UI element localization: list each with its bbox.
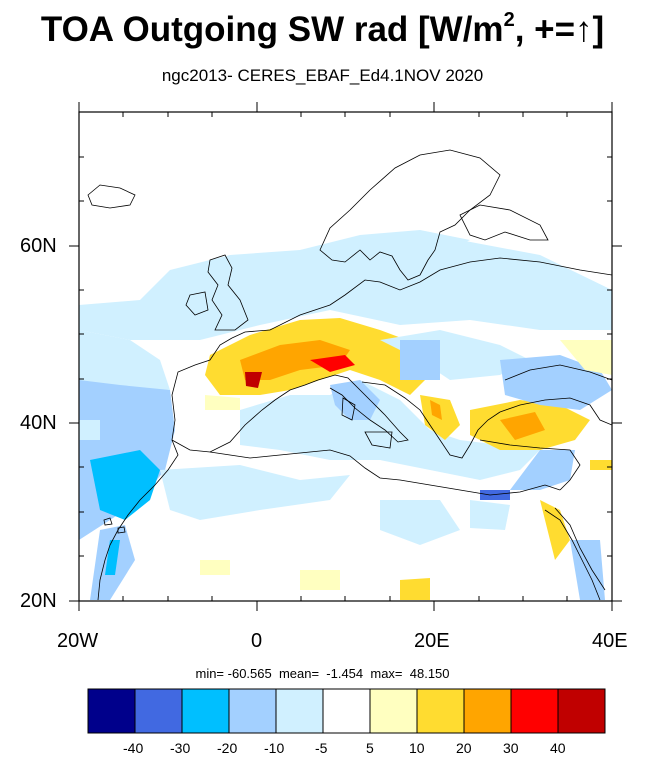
colorbar-swatch <box>181 688 230 734</box>
colorbar-swatch <box>134 688 183 734</box>
colorbar-tick-label: 40 <box>550 740 566 756</box>
coastlines <box>87 149 612 601</box>
colorbar <box>87 688 606 734</box>
colorbar-swatch <box>322 688 371 734</box>
stats-line: min= -60.565 mean= -1.454 max= 48.150 <box>195 666 450 681</box>
colorbar-tick-label: -10 <box>264 740 285 756</box>
colorbar-tick-label: -40 <box>123 740 144 756</box>
colorbar-swatch <box>463 688 512 734</box>
axis-ticks <box>69 102 622 611</box>
colorbar-swatch <box>557 688 606 734</box>
colorbar-tick-label: -30 <box>170 740 191 756</box>
colorbar-tick-label: -5 <box>315 740 328 756</box>
lat-label-40n: 40N <box>20 412 57 434</box>
colorbar-swatch <box>510 688 559 734</box>
colorbar-swatch <box>87 688 136 734</box>
colorbar-tick-label: 30 <box>503 740 519 756</box>
colorbar-tick-label: 20 <box>456 740 472 756</box>
lat-label-20n: 20N <box>20 590 57 612</box>
lon-label-40e: 40E <box>592 630 628 652</box>
colorbar-tick-label: 5 <box>366 740 374 756</box>
lon-label-20e: 20E <box>414 630 450 652</box>
anomaly-field <box>79 112 612 601</box>
map-title: TOA Outgoing SW rad [W/m2, +=↑] <box>40 9 605 49</box>
lon-label-0: 0 <box>251 630 263 652</box>
lon-label-20w: 20W <box>57 630 99 652</box>
map-subtitle: ngc2013- CERES_EBAF_Ed4.1NOV 2020 <box>161 66 484 85</box>
colorbar-swatch <box>369 688 418 734</box>
colorbar-swatch <box>228 688 277 734</box>
colorbar-swatch <box>416 688 465 734</box>
colorbar-swatch <box>275 688 324 734</box>
colorbar-tick-label: -20 <box>217 740 238 756</box>
colorbar-tick-label: 10 <box>409 740 425 756</box>
lat-label-60n: 60N <box>20 235 57 257</box>
